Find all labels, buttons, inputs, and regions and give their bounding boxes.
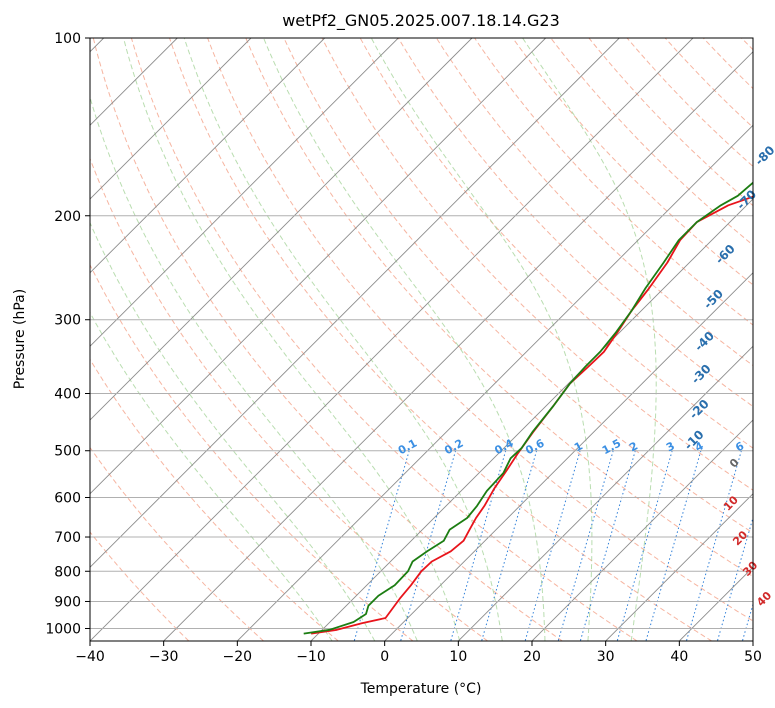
mixing-ratio-line: [579, 450, 636, 641]
mixing-ratio-line: [400, 450, 457, 641]
isotherm-line: [90, 38, 547, 495]
dry-adiabat-line: [359, 38, 753, 449]
isotherm-line: [163, 51, 753, 641]
mixing-ratio-line: [557, 450, 614, 641]
moist-adiabat-line: [90, 221, 376, 641]
dry-adiabat-line: [321, 38, 753, 491]
dry-adiabat-line: [207, 38, 753, 622]
y-tick-label: 900: [54, 594, 81, 610]
x-tick-label: −40: [75, 649, 105, 665]
isotherm-line: [90, 38, 694, 641]
dry-adiabat-line: [245, 38, 753, 578]
x-tick-label: 0: [380, 649, 389, 665]
background-lines: [90, 38, 753, 641]
dry-adiabat-line: [90, 157, 488, 641]
profile-lines: [303, 181, 753, 635]
moist-adiabat-line: [90, 311, 333, 641]
mixing-ratio-line: [716, 516, 753, 641]
chart-title: wetPf2_GN05.2025.007.18.14.G23: [282, 11, 560, 31]
isotherm-line: [457, 345, 753, 641]
y-tick-label: 200: [54, 209, 81, 225]
moist-adiabat-line: [263, 38, 546, 641]
plot-frame: [89, 37, 754, 642]
y-tick-label: 300: [54, 313, 81, 329]
isotherm-line: [90, 38, 252, 200]
dry-adiabat-line: [435, 38, 753, 367]
isotherm-line: [605, 493, 753, 641]
mixing-ratio-line: [685, 450, 742, 641]
y-tick-label: 700: [54, 530, 81, 546]
x-axis-label: Temperature (°C): [360, 681, 482, 697]
mixing-ratio-line: [450, 450, 507, 641]
mixing-ratio-line: [616, 450, 673, 641]
dry-adiabat-line: [90, 531, 190, 641]
dry-adiabat-line: [512, 38, 753, 286]
moist-adiabat-line: [370, 38, 593, 641]
y-tick-label: 800: [54, 564, 81, 580]
mixing-ratio-line: [353, 450, 410, 641]
x-tick-label: −20: [223, 649, 253, 665]
dry-adiabat-line: [283, 38, 753, 534]
dry-adiabat-line: [90, 446, 264, 641]
dry-adiabat-line: [92, 38, 563, 641]
moist-adiabat-line: [183, 38, 503, 641]
temperature-line: [310, 195, 753, 635]
x-axis: −40 −30 −20 −10 0 10 20 30 40 50: [75, 641, 762, 665]
x-tick-label: −30: [149, 649, 179, 665]
y-tick-label: 600: [54, 490, 81, 506]
mixing-ratio-line: [524, 450, 581, 641]
dry-adiabat-line: [90, 358, 339, 641]
y-tick-label: 400: [54, 387, 81, 403]
x-tick-label: 50: [744, 649, 762, 665]
x-tick-label: 40: [670, 649, 688, 665]
isotherm-line: [90, 38, 620, 568]
isotherm-line: [90, 38, 399, 347]
mixing-ratio-line: [741, 602, 753, 641]
isotherm-line: [531, 419, 753, 641]
y-axis: 100 200 300 400 500 600 700 800 900 1000: [45, 31, 90, 637]
mixing-ratio-line: [481, 450, 538, 641]
x-tick-label: −10: [296, 649, 326, 665]
isotherm-line: [384, 272, 753, 641]
mixing-ratio-line: [645, 450, 702, 641]
x-tick-label: 20: [523, 649, 541, 665]
moist-adiabat-line: [522, 38, 657, 641]
dry-adiabat-line: [130, 38, 638, 641]
isotherm-line: [90, 38, 473, 421]
y-tick-label: 1000: [45, 621, 81, 637]
y-tick-label: 500: [54, 444, 81, 460]
isotherm-line: [236, 124, 753, 641]
isotherm-line: [90, 38, 326, 274]
y-axis-label: Pressure (hPa): [12, 289, 28, 389]
x-tick-label: 30: [597, 649, 615, 665]
x-tick-label: 10: [449, 649, 467, 665]
dewpoint-line: [303, 181, 753, 635]
y-tick-label: 100: [54, 31, 81, 47]
moist-adiabat-line: [123, 38, 461, 641]
